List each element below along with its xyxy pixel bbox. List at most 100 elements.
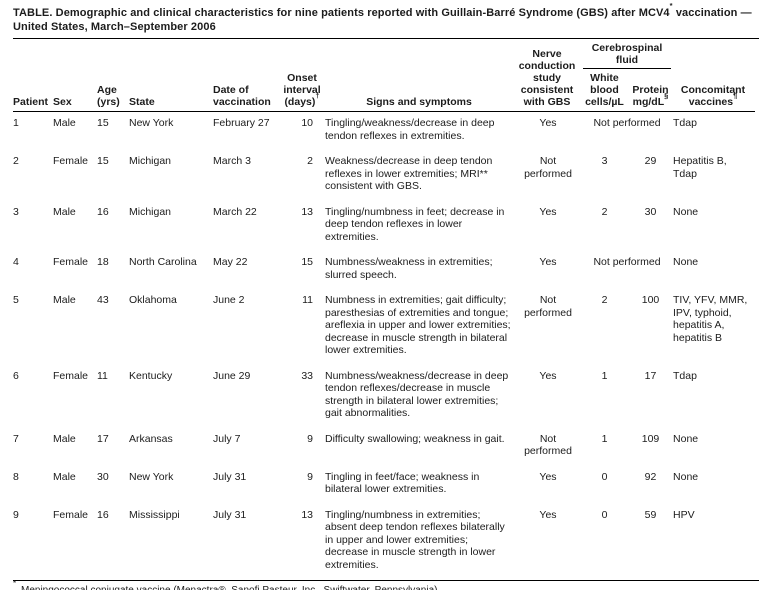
cell-age: 16 [97, 205, 109, 218]
table-row-patient-6: 6 Female 11 Kentucky June 29 33 Numbness… [13, 365, 755, 428]
table-row-patient-1: 1 Male 15 New York February 27 10 Tingli… [13, 112, 755, 151]
cell-onset: 13 [301, 205, 313, 218]
cell-age: 43 [97, 294, 109, 306]
cell-state: Michigan [129, 155, 172, 167]
cell-signs: Tingling/numbness in feet; decrease in d… [325, 205, 505, 243]
cell-date: June 2 [213, 294, 245, 306]
cell-date: July 31 [213, 508, 247, 521]
cell-ncs: Yes [539, 205, 557, 218]
cell-sex: Female [53, 369, 89, 382]
cell-state: New York [129, 470, 174, 483]
cell-protein: 29 [644, 155, 657, 167]
cell-protein: 100 [641, 294, 660, 306]
vaccines-footnote-marker: ¶ [733, 90, 738, 100]
cell-ncs: Yes [539, 256, 557, 268]
cell-onset: 11 [302, 294, 313, 306]
cell-vaccines: None [673, 432, 699, 445]
protein-header-label: Protein mg/dL [632, 84, 669, 108]
cell-sex: Female [53, 155, 89, 167]
cell-protein: 17 [644, 369, 657, 382]
cell-patient: 3 [13, 205, 19, 218]
cell-sex: Female [53, 508, 89, 521]
cell-ncs: Yes [539, 470, 557, 483]
col-header-wbc: White blood cells/µL [585, 72, 624, 108]
cell-signs: Tingling/numbness in extremities; absent… [325, 508, 505, 571]
col-header-protein: Protein mg/dL§ [628, 84, 673, 108]
table-row-patient-9: 9 Female 16 Mississippi July 31 13 Tingl… [13, 504, 755, 580]
col-header-patient: Patient [13, 39, 53, 112]
cell-age: 16 [97, 508, 109, 521]
cell-ncs: Yes [539, 369, 557, 382]
cell-age: 11 [97, 369, 108, 382]
cell-ncs: Yes [539, 117, 557, 129]
cell-vaccines: None [673, 470, 699, 483]
cell-signs: Difficulty swallowing; weakness in gait. [325, 432, 505, 445]
col-header-sex: Sex [53, 39, 97, 112]
onset-header-label: Onset interval (days) [283, 72, 321, 108]
csf-subheaders: White blood cells/µL Protein mg/dL§ [581, 72, 673, 108]
cell-onset: 9 [307, 470, 313, 483]
cell-wbc: 0 [601, 470, 608, 483]
cell-age: 15 [97, 155, 109, 167]
cell-wbc: 1 [601, 432, 608, 445]
cell-state: Kentucky [129, 369, 173, 382]
cell-patient: 6 [13, 369, 19, 382]
cell-onset: 15 [301, 256, 313, 268]
cell-sex: Male [53, 294, 76, 306]
onset-footnote-marker: † [315, 90, 320, 100]
cell-sex: Male [53, 432, 76, 445]
cell-patient: 9 [13, 508, 19, 521]
table-body: 1 Male 15 New York February 27 10 Tingli… [13, 112, 755, 580]
cell-onset: 10 [301, 117, 313, 129]
cell-onset: 33 [301, 369, 313, 382]
table-row-patient-7: 7 Male 17 Arkansas July 7 9 Difficulty s… [13, 428, 755, 466]
cell-vaccines: None [673, 205, 699, 218]
cell-sex: Female [53, 256, 89, 268]
cell-date: February 27 [213, 117, 270, 129]
col-header-signs: Signs and symptoms [325, 39, 515, 112]
col-header-state: State [129, 39, 213, 112]
cell-age: 30 [97, 470, 109, 483]
cell-protein: 59 [644, 508, 657, 521]
vaccines-header-label: Concomitant vaccines [680, 84, 746, 108]
cell-date: July 7 [213, 432, 241, 445]
table-title-text: TABLE. Demographic and clinical characte… [13, 7, 670, 19]
cell-age: 18 [97, 256, 109, 268]
cell-wbc: 3 [601, 155, 608, 167]
table-row-patient-8: 8 Male 30 New York July 31 9 Tingling in… [13, 466, 755, 504]
cell-signs: Tingling/weakness/decrease in deep tendo… [325, 117, 495, 142]
cell-date: July 31 [213, 470, 247, 483]
cell-vaccines: Tdap [673, 369, 697, 382]
cell-sex: Male [53, 117, 76, 129]
cell-vaccines: Hepatitis B, Tdap [673, 155, 727, 180]
cell-wbc: 2 [601, 205, 608, 218]
cell-wbc: 0 [601, 508, 608, 521]
table-row-patient-4: 4 Female 18 North Carolina May 22 15 Num… [13, 251, 755, 289]
cell-protein: 30 [644, 205, 657, 218]
col-group-csf: Cerebrospinal fluid White blood cells/µL… [581, 39, 674, 112]
cell-state: Arkansas [129, 432, 173, 445]
cell-date: June 29 [213, 369, 251, 382]
col-header-age: Age (yrs) [97, 39, 129, 112]
cell-patient: 2 [13, 155, 19, 167]
cell-state: Oklahoma [129, 294, 177, 306]
cell-protein: 92 [644, 470, 657, 483]
cell-signs: Weakness/decrease in deep tendon reflexe… [325, 155, 493, 192]
cell-age: 17 [97, 432, 109, 445]
cell-patient: 1 [13, 117, 19, 129]
table-title-text-2: vaccination — United States, March–Septe… [13, 7, 752, 33]
protein-footnote-marker: § [664, 90, 669, 100]
cell-ncs: Not performed [524, 432, 572, 458]
col-header-ncs: Nerve conduction study consistent with G… [515, 39, 581, 112]
col-header-date: Date of vaccination [213, 39, 281, 112]
cell-state: Mississippi [129, 508, 180, 521]
header-row: Patient Sex Age (yrs) State Date of vacc… [13, 39, 756, 112]
cell-signs: Numbness in extremities; gait difficulty… [325, 294, 511, 356]
table-title: TABLE. Demographic and clinical characte… [13, 2, 759, 39]
table-row-patient-3: 3 Male 16 Michigan March 22 13 Tingling/… [13, 201, 755, 252]
cell-state: North Carolina [129, 256, 197, 268]
cell-date: March 3 [213, 155, 251, 167]
cell-patient: 4 [13, 256, 19, 268]
cell-signs: Numbness/weakness in extremities; slurre… [325, 256, 493, 281]
